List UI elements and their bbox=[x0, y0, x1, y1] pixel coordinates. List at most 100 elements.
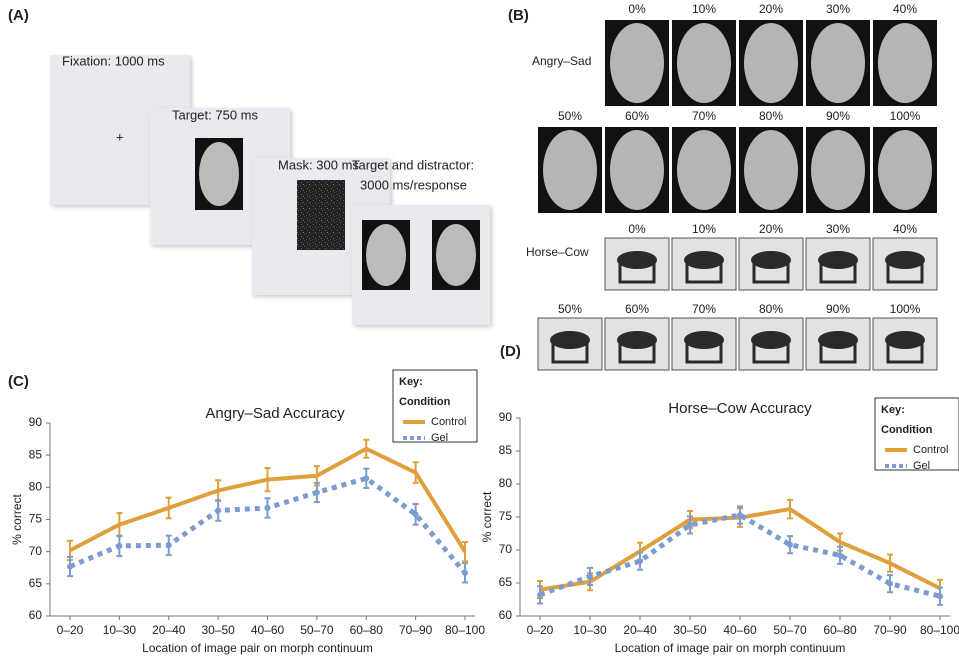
point bbox=[166, 542, 172, 548]
y-tick-label: 90 bbox=[499, 410, 513, 424]
x-tick-label: 40–60 bbox=[251, 623, 285, 637]
morph-percent: 0% bbox=[628, 2, 646, 16]
morph-percent: 30% bbox=[826, 2, 850, 16]
animal bbox=[684, 331, 724, 349]
morph-row-label: Angry–Sad bbox=[532, 54, 591, 68]
x-tick-label: 50–70 bbox=[300, 623, 334, 637]
y-tick-label: 85 bbox=[29, 447, 43, 461]
chart-title: Angry–Sad Accuracy bbox=[205, 405, 345, 422]
face bbox=[811, 130, 865, 210]
point bbox=[413, 511, 419, 517]
y-tick-label: 90 bbox=[29, 415, 43, 429]
morph-percent: 70% bbox=[692, 302, 716, 316]
x-tick-label: 0–20 bbox=[57, 623, 84, 637]
step-label: Target: 750 ms bbox=[172, 107, 258, 122]
y-tick-label: 60 bbox=[29, 608, 43, 622]
animal bbox=[684, 251, 724, 269]
morph-percent: 80% bbox=[759, 109, 783, 123]
y-tick-label: 75 bbox=[499, 509, 513, 523]
face bbox=[878, 130, 932, 210]
morph-row-label: Horse–Cow bbox=[526, 245, 589, 259]
legend-title: Condition bbox=[399, 396, 451, 408]
x-tick-label: 0–20 bbox=[527, 623, 554, 637]
face bbox=[366, 224, 406, 286]
animal bbox=[617, 331, 657, 349]
step-label: Mask: 300 ms bbox=[278, 157, 359, 172]
fixation-cross: + bbox=[116, 129, 124, 144]
x-tick-label: 40–60 bbox=[723, 623, 757, 637]
y-tick-label: 65 bbox=[29, 576, 43, 590]
step-label: Fixation: 1000 ms bbox=[62, 53, 165, 68]
chart-title: Horse–Cow Accuracy bbox=[668, 400, 812, 417]
panel-label: (B) bbox=[508, 7, 529, 24]
morph-percent: 0% bbox=[628, 222, 646, 236]
x-tick-label: 60–80 bbox=[350, 623, 384, 637]
morph-percent: 20% bbox=[759, 222, 783, 236]
y-tick-label: 85 bbox=[499, 443, 513, 457]
figure: (A) (B) (C) (D) Fixation: 1000 ms + Targ… bbox=[0, 0, 959, 657]
face bbox=[677, 130, 731, 210]
legend-entry: Gel bbox=[431, 432, 448, 444]
legend-entry: Gel bbox=[913, 460, 930, 472]
point bbox=[887, 581, 893, 587]
morph-percent: 40% bbox=[893, 222, 917, 236]
x-tick-label: 60–80 bbox=[823, 623, 857, 637]
animal bbox=[751, 251, 791, 269]
y-tick-label: 70 bbox=[29, 544, 43, 558]
point bbox=[787, 542, 793, 548]
series-line bbox=[70, 478, 465, 573]
morph-percent: 30% bbox=[826, 222, 850, 236]
morph-percent: 100% bbox=[890, 302, 921, 316]
morph-percent: 50% bbox=[558, 109, 582, 123]
panel-label: (A) bbox=[8, 7, 29, 24]
x-tick-label: 20–40 bbox=[152, 623, 186, 637]
legend-title: Condition bbox=[881, 424, 933, 436]
morph-grid: Angry–Sad 0% 10% 20% 30% 40% 50% 60% 70% 80% 90% 10… bbox=[526, 2, 937, 370]
point bbox=[67, 563, 73, 569]
point bbox=[363, 475, 369, 481]
y-axis-label: % correct bbox=[480, 491, 494, 542]
x-tick-label: 20–40 bbox=[623, 623, 657, 637]
x-axis-label: Location of image pair on morph continuu… bbox=[142, 641, 373, 655]
legend-title: Key: bbox=[399, 376, 423, 388]
morph-percent: 50% bbox=[558, 302, 582, 316]
animal bbox=[751, 331, 791, 349]
animal bbox=[885, 251, 925, 269]
y-tick-label: 65 bbox=[499, 575, 513, 589]
legend-entry: Control bbox=[431, 416, 466, 428]
face bbox=[199, 142, 239, 206]
morph-percent: 90% bbox=[826, 302, 850, 316]
x-tick-label: 10–30 bbox=[573, 623, 607, 637]
charts: Angry–Sad Accuracy 60 65 70 75 80 85 90 0–20 10–3… bbox=[10, 370, 959, 655]
point bbox=[314, 489, 320, 495]
morph-percent: 20% bbox=[759, 2, 783, 16]
face bbox=[744, 23, 798, 103]
x-tick-label: 70–90 bbox=[873, 623, 907, 637]
point bbox=[537, 592, 543, 598]
x-tick-label: 80–100 bbox=[920, 623, 959, 637]
point bbox=[837, 552, 843, 558]
point bbox=[737, 512, 743, 518]
animal bbox=[818, 331, 858, 349]
legend-entry: Control bbox=[913, 444, 948, 456]
morph-percent: 70% bbox=[692, 109, 716, 123]
morph-percent: 10% bbox=[692, 2, 716, 16]
morph-percent: 60% bbox=[625, 302, 649, 316]
point bbox=[637, 558, 643, 564]
morph-percent: 90% bbox=[826, 109, 850, 123]
legend-title: Key: bbox=[881, 404, 905, 416]
point bbox=[587, 573, 593, 579]
y-tick-label: 75 bbox=[29, 512, 43, 526]
animal bbox=[550, 331, 590, 349]
panel-label: (C) bbox=[8, 373, 29, 390]
face bbox=[744, 130, 798, 210]
point bbox=[462, 570, 468, 576]
y-axis-label: % correct bbox=[10, 494, 24, 545]
face bbox=[677, 23, 731, 103]
face bbox=[543, 130, 597, 210]
x-tick-label: 80–100 bbox=[445, 623, 485, 637]
y-tick-label: 80 bbox=[499, 476, 513, 490]
procedure: Fixation: 1000 ms + Target: 750 ms Mask:… bbox=[50, 53, 490, 325]
face bbox=[811, 23, 865, 103]
step-label: Target and distractor: bbox=[352, 157, 474, 172]
